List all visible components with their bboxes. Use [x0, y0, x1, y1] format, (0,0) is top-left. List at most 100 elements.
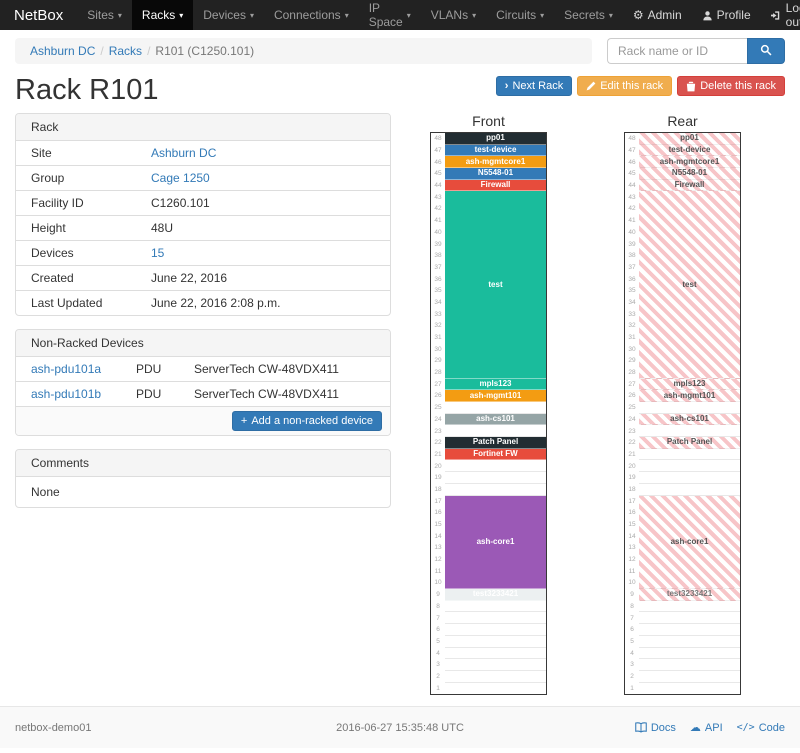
footer-link-api[interactable]: ☁ API: [689, 721, 723, 735]
rack-device-mpls123[interactable]: mpls123: [639, 378, 740, 391]
footer-link-docs[interactable]: Docs: [635, 721, 676, 734]
unit-number: 7: [436, 614, 440, 622]
rack-device-mpls123[interactable]: mpls123: [445, 378, 546, 391]
rack-device-ash-core1[interactable]: ash-core1: [445, 495, 546, 590]
device-role: PDU: [136, 362, 162, 376]
nav-item-secrets[interactable]: Secrets ▾: [554, 0, 623, 30]
unit-number: 31: [628, 334, 636, 342]
attr-value: 48U: [141, 216, 390, 240]
comments-panel: Comments None: [15, 449, 391, 508]
unit-number: 20: [434, 462, 442, 470]
nav-item-sites[interactable]: Sites ▾: [77, 0, 132, 30]
attr-label: Created: [31, 271, 74, 285]
nav-item-racks[interactable]: Racks ▾: [131, 0, 194, 30]
unit-number: 17: [434, 497, 442, 505]
add-non-racked-device-button[interactable]: + Add a non-racked device: [231, 411, 382, 431]
unit-number: 6: [436, 626, 440, 634]
rack-device-fortinet-fw[interactable]: Fortinet FW: [445, 448, 546, 461]
unit-number: 33: [628, 310, 636, 318]
footer: netbox-demo01 2016-06-27 15:35:48 UTC Do…: [0, 706, 800, 748]
nav-item-log-out[interactable]: Log out: [761, 0, 800, 30]
nav-item-admin[interactable]: ⚙ Admin: [623, 0, 692, 30]
rack-device-ash-core1[interactable]: ash-core1: [639, 495, 740, 590]
app-brand[interactable]: NetBox: [14, 6, 64, 24]
nav-item-circuits[interactable]: Circuits ▾: [486, 0, 554, 30]
attr-link-cage-1250[interactable]: Cage 1250: [151, 171, 210, 185]
footer-link-code[interactable]: </> Code: [736, 721, 785, 734]
unit-number: 41: [628, 217, 636, 225]
search-button[interactable]: [747, 38, 785, 64]
rack-device-n5548-01[interactable]: N5548-01: [639, 168, 740, 180]
caret-down-icon: ▾: [344, 10, 349, 20]
unit-number: 27: [434, 380, 442, 388]
rack-device-pp01[interactable]: pp01: [445, 133, 546, 145]
attr-label: Last Updated: [31, 296, 103, 310]
rack-panel-title: Rack: [16, 114, 390, 141]
breadcrumb-item-racks[interactable]: Racks: [108, 44, 143, 58]
nav-item-ip-space[interactable]: IP Space ▾: [359, 0, 421, 30]
attr-row-height: Height 48U: [16, 215, 390, 240]
device-link-ash-pdu101b[interactable]: ash-pdu101b: [31, 387, 102, 401]
rack-device-ash-mgmt101[interactable]: ash-mgmt101: [639, 390, 740, 402]
rack-device-patch-panel[interactable]: Patch Panel: [445, 437, 546, 449]
unit-number: 16: [434, 509, 442, 517]
unit-number: 43: [434, 193, 442, 201]
nav-item-devices[interactable]: Devices ▾: [193, 0, 264, 30]
rack-unit-empty: [445, 483, 546, 496]
action-buttons: › Next Rack Edit this rack Delete this rack: [495, 76, 785, 96]
rack-device-test-device[interactable]: test-device: [639, 144, 740, 157]
edit-this-rack-button[interactable]: Edit this rack: [577, 76, 673, 96]
rack-device-firewall[interactable]: Firewall: [639, 179, 740, 192]
rack-device-pp01[interactable]: pp01: [639, 133, 740, 145]
rack-device-test3233421[interactable]: test3233421: [445, 589, 546, 601]
unit-number: 47: [628, 147, 636, 155]
unit-number: 25: [628, 404, 636, 412]
attr-row-last-updated: Last Updated June 22, 2016 2:08 p.m.: [16, 290, 390, 315]
nav-item-label: Connections: [273, 8, 341, 22]
unit-number: 47: [434, 147, 442, 155]
rack-device-patch-panel[interactable]: Patch Panel: [639, 437, 740, 449]
rack-device-ash-mgmt101[interactable]: ash-mgmt101: [445, 390, 546, 402]
nav-item-label: Sites: [87, 8, 114, 22]
non-racked-footer: + Add a non-racked device: [16, 406, 390, 435]
attr-value: Ashburn DC: [141, 141, 390, 165]
rack-unit-empty: [639, 600, 740, 613]
navbar: NetBox Sites ▾ Racks ▾ Devices ▾ Connections ▾ I…: [0, 0, 800, 30]
nav-item-label: Admin: [647, 8, 682, 22]
user-icon: [702, 10, 713, 21]
next-rack-button[interactable]: › Next Rack: [495, 76, 573, 96]
rack-device-ash-mgmtcore1[interactable]: ash-mgmtcore1: [639, 156, 740, 169]
unit-number: 13: [434, 544, 442, 552]
nav-item-profile[interactable]: Profile: [692, 0, 761, 30]
search-input[interactable]: [607, 38, 747, 64]
nav-item-connections[interactable]: Connections ▾: [264, 0, 359, 30]
rack-unit-empty: [639, 624, 740, 636]
unit-number: 12: [628, 556, 636, 564]
book-icon: [635, 722, 647, 733]
attr-link-15[interactable]: 15: [151, 246, 165, 260]
unit-number: 32: [628, 322, 636, 330]
rack-attributes: Site Ashburn DC Group Cage 1250 Facility ID C…: [16, 141, 390, 315]
breadcrumb-separator: /: [147, 44, 151, 58]
delete-this-rack-button[interactable]: Delete this rack: [677, 76, 785, 96]
rack-device-test[interactable]: test: [639, 191, 740, 379]
attr-link-ashburn-dc[interactable]: Ashburn DC: [151, 146, 217, 160]
device-link-ash-pdu101a[interactable]: ash-pdu101a: [31, 362, 102, 376]
rack-device-test[interactable]: test: [445, 191, 546, 379]
breadcrumb-item-ashburn-dc[interactable]: Ashburn DC: [30, 44, 96, 58]
rack-unit-empty: [445, 472, 546, 484]
rack-device-firewall[interactable]: Firewall: [445, 179, 546, 192]
rack-device-ash-mgmtcore1[interactable]: ash-mgmtcore1: [445, 156, 546, 169]
unit-number: 15: [628, 521, 636, 529]
rack-device-test3233421[interactable]: test3233421: [639, 589, 740, 601]
unit-number: 35: [434, 287, 442, 295]
rack-device-ash-cs101[interactable]: ash-cs101: [445, 413, 546, 426]
rack-device-n5548-01[interactable]: N5548-01: [445, 168, 546, 180]
front-elevation-title: Front: [472, 113, 505, 129]
rack-device-ash-cs101[interactable]: ash-cs101: [639, 413, 740, 426]
rack-unit-empty: [639, 448, 740, 461]
attr-row-facility-id: Facility ID C1260.101: [16, 190, 390, 215]
nav-item-vlans[interactable]: VLANs ▾: [421, 0, 486, 30]
rack-unit-empty: [445, 425, 546, 438]
rack-device-test-device[interactable]: test-device: [445, 144, 546, 157]
